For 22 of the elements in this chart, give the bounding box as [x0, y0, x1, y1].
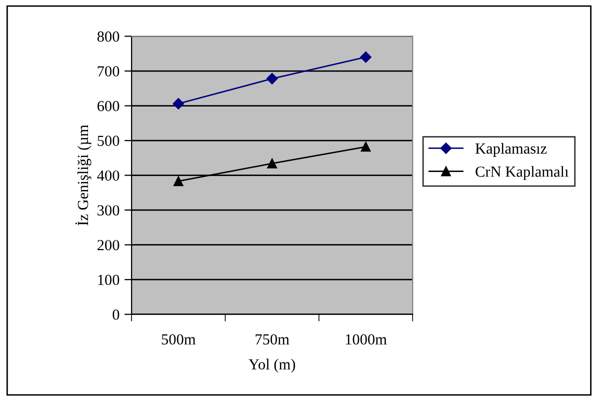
y-tick-label: 200: [98, 240, 120, 250]
y-tick-label: 100: [98, 274, 120, 286]
x-tick-label: 750m: [256, 334, 290, 345]
y-tick-label: 0: [112, 309, 120, 320]
point: [266, 73, 278, 84]
y-tick-label: 700: [98, 66, 120, 76]
point: [360, 52, 372, 63]
point: [267, 158, 277, 168]
y-tick-label: 400: [97, 170, 120, 181]
x-axis-title: Yol (m): [248, 358, 296, 373]
x-tick-label: 1000m: [346, 334, 387, 345]
y-tick-label: 300: [98, 205, 120, 216]
legend-label: CrN Kaplamalı: [476, 166, 568, 180]
y-tick-label: 500: [98, 136, 120, 146]
x-tick-label: 500m: [162, 334, 196, 345]
point: [174, 176, 184, 186]
point: [360, 142, 371, 152]
point: [172, 98, 184, 110]
legend-label: Kaplamasız: [475, 142, 547, 157]
y-tick-label: 600: [97, 100, 120, 112]
y-axis-title: İz Genişliği (µm: [75, 124, 92, 226]
y-tick-label: 800: [97, 31, 120, 42]
